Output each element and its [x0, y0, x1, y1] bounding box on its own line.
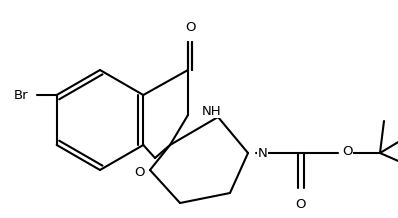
Text: O: O: [296, 198, 306, 211]
Text: N: N: [258, 146, 268, 160]
Text: O: O: [135, 166, 145, 179]
Text: Br: Br: [14, 89, 29, 102]
Text: NH: NH: [202, 104, 222, 118]
Text: O: O: [342, 145, 353, 157]
Text: O: O: [185, 21, 195, 34]
